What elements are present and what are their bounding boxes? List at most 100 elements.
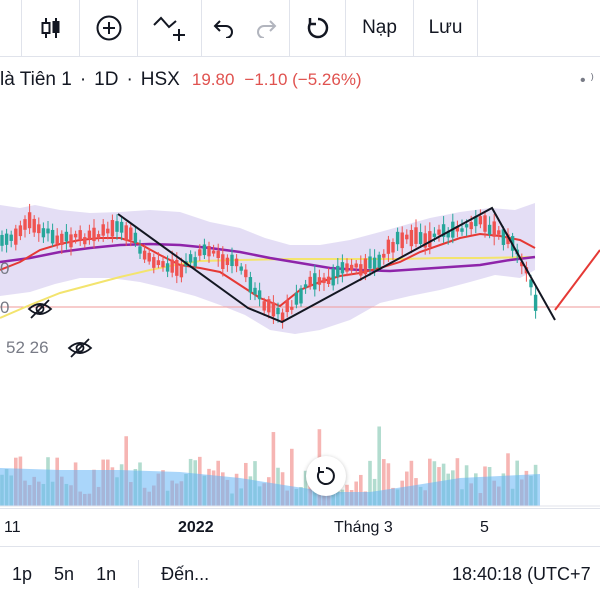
volume-bar: [409, 460, 414, 506]
volume-bar: [428, 458, 432, 506]
eye-off-icon[interactable]: [26, 297, 54, 321]
plus-circle-icon: [96, 15, 121, 41]
chart-type-button[interactable]: [22, 0, 80, 56]
volume-bar: [382, 459, 386, 506]
symbol-header: là Tiên 1 · 1D · HSX 19.80 −1.10 (−5.26%…: [0, 62, 600, 98]
redo-button[interactable]: [244, 0, 290, 56]
candle-body: [409, 229, 414, 247]
ma-values-label: 52 26: [6, 338, 49, 357]
candle-body: [225, 257, 230, 266]
add-indicator-button[interactable]: [80, 0, 138, 56]
candle-body: [262, 301, 266, 311]
candlestick-icon: [41, 18, 59, 38]
candle-body: [83, 237, 87, 245]
bottom-bar: 1p 5n 1n Đến... 18:40:18 (UTC+7: [0, 546, 600, 601]
candle-body: [96, 234, 101, 239]
candle-body: [372, 257, 377, 269]
candle-body: [414, 227, 418, 244]
reset-chart-button[interactable]: [306, 456, 346, 496]
candle-body: [386, 239, 391, 254]
more-dot-icon[interactable]: • ⁾: [580, 72, 594, 89]
range-button-2[interactable]: 5n: [54, 563, 75, 584]
time-axis[interactable]: 11 2022 Tháng 3 5: [0, 508, 600, 545]
candle-body: [50, 229, 55, 244]
redo-icon: [256, 20, 276, 38]
candle-body: [469, 222, 473, 230]
candle-body: [142, 250, 147, 260]
candle-body: [18, 225, 23, 237]
candle-body: [280, 312, 285, 321]
candles-group: [0, 203, 538, 329]
candle-body: [529, 279, 533, 288]
volume-bar: [368, 460, 372, 506]
candle-body: [483, 215, 487, 232]
trendline-red[interactable]: [554, 249, 600, 311]
candle-body: [400, 232, 404, 249]
reset-icon: [316, 467, 335, 485]
candle-body: [119, 221, 124, 233]
candle-body: [446, 231, 450, 238]
candle-body: [303, 284, 308, 288]
volume-ma-area: [0, 468, 540, 506]
candle-body: [267, 299, 271, 313]
candle-body: [359, 264, 363, 276]
candle-body: [147, 252, 151, 262]
candle-body: [377, 254, 381, 268]
add-compare-button[interactable]: [138, 0, 202, 56]
ma-mid-purple: [0, 242, 536, 273]
candle-body: [336, 265, 340, 277]
reload-button[interactable]: Nạp: [346, 0, 414, 56]
candle-body: [216, 250, 220, 259]
candle-body: [349, 264, 354, 271]
candle-body: [368, 256, 372, 269]
candle-body: [340, 262, 345, 274]
range-button-1[interactable]: 1p: [12, 563, 33, 584]
candle-body: [55, 235, 59, 245]
clock-timezone[interactable]: 18:40:18 (UTC+7: [452, 563, 591, 584]
left-value-2: 0: [0, 298, 10, 317]
candle-body: [161, 261, 165, 268]
candle-body: [115, 221, 119, 232]
refresh-button[interactable]: [290, 0, 346, 56]
candle-body: [73, 233, 78, 238]
candle-body: [106, 228, 110, 234]
candle-body: [354, 263, 358, 268]
candle-body: [428, 231, 432, 248]
save-button[interactable]: Lưu: [414, 0, 478, 56]
candle-body: [193, 257, 197, 267]
candle-body: [487, 224, 492, 235]
price-chart[interactable]: [0, 98, 600, 508]
candle-body: [441, 224, 446, 237]
undo-icon: [213, 20, 233, 38]
volume-bar: [386, 463, 391, 506]
candle-body: [188, 254, 193, 263]
candle-body: [474, 216, 478, 227]
undo-button[interactable]: [202, 0, 244, 56]
symbol-name[interactable]: là Tiên 1: [0, 69, 72, 90]
eye-off-icon[interactable]: [66, 336, 94, 360]
candle-body: [492, 221, 496, 237]
candle-body: [423, 233, 427, 248]
candle-body: [299, 288, 303, 304]
range-button-3[interactable]: 1n: [96, 563, 117, 584]
refresh-icon: [307, 17, 328, 39]
candle-body: [46, 228, 50, 234]
candle-body: [464, 224, 469, 228]
candle-body: [506, 234, 510, 245]
candle-body: [363, 258, 368, 275]
candle-body: [294, 292, 299, 305]
candle-body: [129, 227, 133, 240]
candle-body: [230, 254, 234, 267]
candle-body: [308, 276, 312, 287]
trendline-black[interactable]: [117, 206, 556, 324]
symbol-interval[interactable]: 1D: [94, 69, 119, 90]
dot-separator: ·: [79, 69, 87, 90]
candle-body: [244, 269, 248, 278]
candle-body: [501, 229, 506, 245]
time-label: Tháng 3: [334, 519, 393, 536]
goto-date-button[interactable]: Đến...: [161, 563, 210, 584]
bollinger-band: [0, 203, 535, 334]
candle-body: [322, 277, 326, 284]
candle-body: [9, 234, 13, 241]
candle-body: [382, 253, 386, 258]
